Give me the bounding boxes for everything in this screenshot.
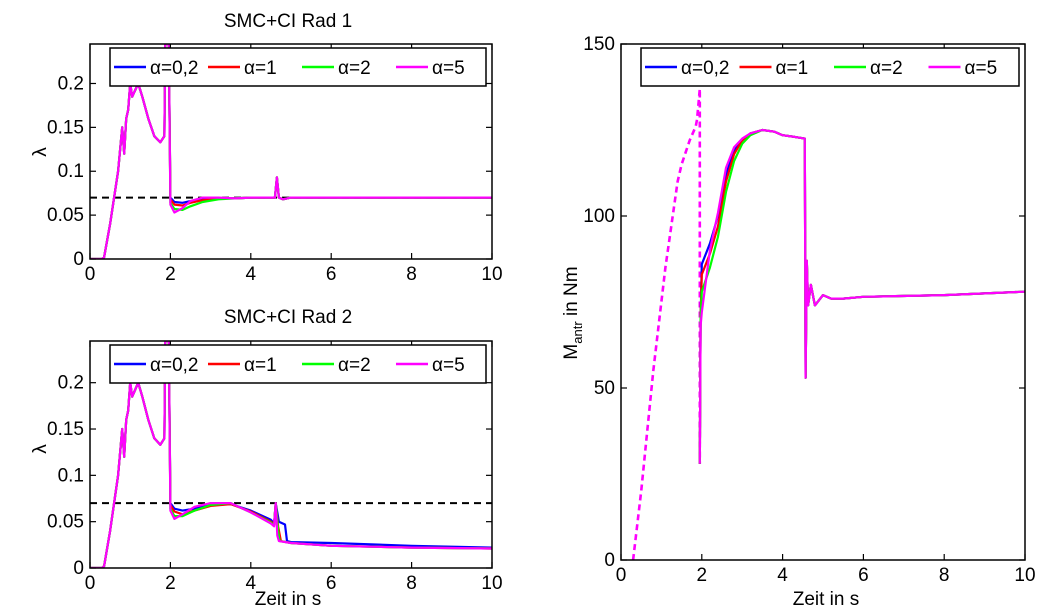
x-tick-label: 4 [246, 264, 257, 285]
y-tick-label: 0 [73, 558, 84, 579]
plot-rad2: SMC+CI Rad 2 λ Zeit in s 0 2 4 6 8 10 0 0.05 0.1… [30, 307, 503, 610]
plot-rad1: SMC+CI Rad 1 λ 0 2 4 6 8 10 0 0.05 0.1 0.15 0.2 α=0… [30, 11, 503, 285]
legend-label: α=0,2 [150, 355, 199, 376]
series-line-3 [90, 44, 492, 259]
y-axis-label-suffix: in Nm [561, 266, 582, 321]
x-tick-label: 8 [406, 573, 417, 594]
legend-label: α=0,2 [150, 58, 199, 79]
x-tick-label: 4 [246, 573, 257, 594]
legend-label: α=5 [965, 58, 998, 79]
x-tick-label: 0 [85, 264, 96, 285]
y-tick-label: 0.15 [47, 117, 84, 138]
plot-title-rad2: SMC+CI Rad 2 [224, 307, 352, 328]
y-tick-label: 50 [594, 378, 615, 399]
y-tick-label: 0 [604, 550, 615, 571]
legend-label: α=0,2 [681, 58, 730, 79]
x-axis-label-rad2: Zeit in s [255, 589, 322, 610]
y-tick-label: 0.05 [47, 205, 84, 226]
plot-frame [89, 43, 493, 260]
legend-label: α=1 [244, 58, 277, 79]
x-tick-label: 2 [165, 264, 176, 285]
legend-label: α=1 [244, 355, 277, 376]
x-tick-label: 0 [85, 573, 96, 594]
plot-frame [89, 340, 493, 569]
y-tick-label: 0.2 [58, 373, 84, 394]
y-tick-label: 0.15 [47, 419, 84, 440]
x-tick-label: 2 [165, 573, 176, 594]
y-axis-label-torque: Mantr in Nm [561, 266, 585, 359]
y-axis-label-main: M [561, 344, 582, 360]
y-tick-label: 0 [73, 249, 84, 270]
y-tick-label: 0.2 [58, 73, 84, 94]
x-tick-label: 2 [697, 565, 708, 586]
x-tick-label: 8 [939, 565, 950, 586]
series-line-dashed [631, 88, 702, 560]
y-axis-label-sub: antr [570, 321, 585, 344]
plot-frame [620, 43, 1026, 561]
y-tick-label: 0.1 [58, 161, 84, 182]
series-line-3 [90, 341, 492, 568]
legend-label: α=2 [870, 58, 903, 79]
x-tick-label: 6 [326, 264, 337, 285]
legend-label: α=1 [776, 58, 809, 79]
x-tick-label: 4 [777, 565, 788, 586]
plot-title-rad1: SMC+CI Rad 1 [224, 11, 352, 32]
legend-label: α=5 [432, 58, 465, 79]
y-axis-label-rad1: λ [30, 147, 51, 157]
x-tick-label: 6 [858, 565, 869, 586]
x-tick-label: 10 [481, 264, 502, 285]
x-tick-label: 10 [481, 573, 502, 594]
y-tick-label: 0.05 [47, 512, 84, 533]
y-tick-label: 100 [583, 206, 615, 227]
y-tick-label: 0.1 [58, 465, 84, 486]
plot-torque: Mantr in Nm Zeit in s 0 2 4 6 8 10050100150α=… [561, 34, 1036, 610]
y-axis-label-rad2: λ [30, 444, 51, 454]
plot-area [90, 44, 492, 259]
x-tick-label: 8 [406, 264, 417, 285]
plot-area [90, 341, 492, 568]
x-tick-label: 0 [616, 565, 627, 586]
legend-label: α=5 [432, 355, 465, 376]
x-tick-label: 10 [1014, 565, 1035, 586]
legend-label: α=2 [338, 58, 371, 79]
x-axis-label-torque: Zeit in s [793, 589, 860, 610]
legend-label: α=2 [338, 355, 371, 376]
plot-area [631, 88, 1025, 560]
series-line-3 [698, 128, 1025, 464]
x-tick-label: 6 [326, 573, 337, 594]
y-tick-label: 150 [583, 34, 615, 55]
